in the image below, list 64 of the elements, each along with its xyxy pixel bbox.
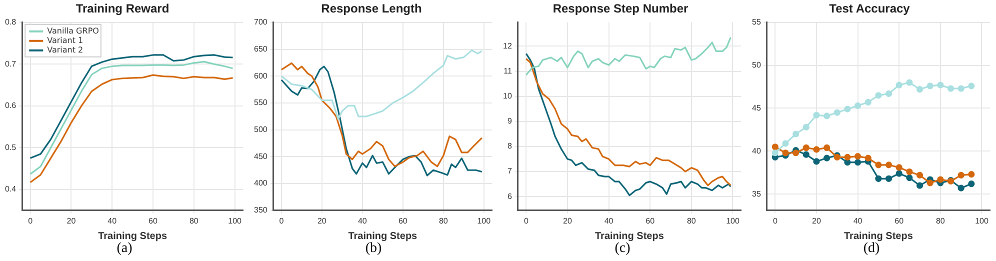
y-tick-label: 12 — [502, 41, 512, 50]
chart-title: Response Length — [321, 2, 422, 16]
x-tick-label: 60 — [148, 216, 158, 226]
y-tick-label: 11 — [504, 66, 512, 76]
legend-label: Vanilla GRPO — [47, 26, 99, 36]
text: (c) — [614, 241, 630, 257]
y-tick-label: 450 — [254, 152, 268, 161]
x-tick-label: 60 — [894, 216, 904, 226]
x-tick-label: 100 — [228, 216, 242, 226]
x-tick-label: 100 — [975, 216, 989, 226]
text: (d) — [863, 241, 880, 257]
y-tick-label: 35 — [752, 189, 762, 198]
chart-title: Training Reward — [76, 2, 170, 16]
y-tick-label: 45 — [752, 103, 762, 112]
legend-label: Variant 1 — [47, 36, 84, 45]
y-tick-label: 50 — [752, 60, 762, 70]
y-tick-label: 40 — [752, 146, 762, 156]
x-tick-label: 0 — [524, 216, 529, 226]
x-tick-label: 80 — [936, 216, 946, 226]
y-tick-label: 650 — [254, 44, 268, 54]
x-tick-label: 20 — [317, 216, 327, 226]
x-axis-title: Training Steps — [348, 230, 418, 242]
y-tick-label: 400 — [254, 178, 268, 188]
text: (b) — [365, 241, 382, 257]
y-tick-label: 0.7 — [4, 59, 17, 68]
x-tick-label: 100 — [477, 216, 492, 226]
y-tick-label: 7 — [507, 166, 512, 176]
x-tick-label: 40 — [358, 216, 368, 226]
y-tick-label: 350 — [254, 206, 268, 215]
y-tick-label: 0.4 — [4, 184, 17, 194]
x-tick-label: 20 — [66, 216, 76, 226]
x-tick-label: 80 — [686, 216, 696, 226]
chart-title: Test Accuracy — [829, 2, 910, 16]
x-tick-label: 0 — [279, 216, 284, 226]
x-tick-label: 20 — [563, 216, 572, 226]
legend-label: Variant 2 — [47, 45, 84, 54]
x-tick-label: 0 — [28, 216, 34, 226]
y-tick-label: 9 — [507, 116, 512, 126]
y-tick-label: 55 — [752, 18, 762, 27]
y-tick-label: 6 — [507, 192, 512, 201]
x-tick-label: 100 — [726, 216, 740, 226]
x-tick-label: 20 — [812, 216, 822, 226]
y-tick-label: 600 — [254, 71, 268, 80]
y-tick-label: 8 — [507, 142, 512, 151]
y-tick-label: 0.6 — [4, 101, 17, 110]
y-tick-label: 700 — [254, 18, 268, 27]
x-tick-label: 0 — [772, 216, 778, 226]
x-tick-label: 80 — [438, 216, 448, 226]
y-tick-label: 0.8 — [4, 18, 17, 27]
x-tick-label: 40 — [108, 216, 118, 226]
x-axis-title: Training Steps — [844, 230, 914, 242]
x-axis-title: Training Steps — [98, 230, 168, 242]
x-tick-label: 60 — [398, 216, 408, 226]
y-tick-label: 0.5 — [4, 142, 17, 152]
text: (a) — [116, 241, 132, 257]
chart-title: Response Step Number — [552, 2, 689, 16]
x-axis-title: Training Steps — [594, 230, 664, 242]
y-tick-label: 10 — [502, 92, 512, 101]
y-tick-label: 500 — [254, 125, 268, 134]
x-tick-label: 80 — [189, 216, 199, 226]
y-tick-label: 550 — [254, 98, 268, 108]
x-tick-label: 60 — [646, 216, 656, 226]
x-tick-label: 40 — [604, 216, 614, 226]
x-tick-label: 40 — [853, 216, 863, 226]
